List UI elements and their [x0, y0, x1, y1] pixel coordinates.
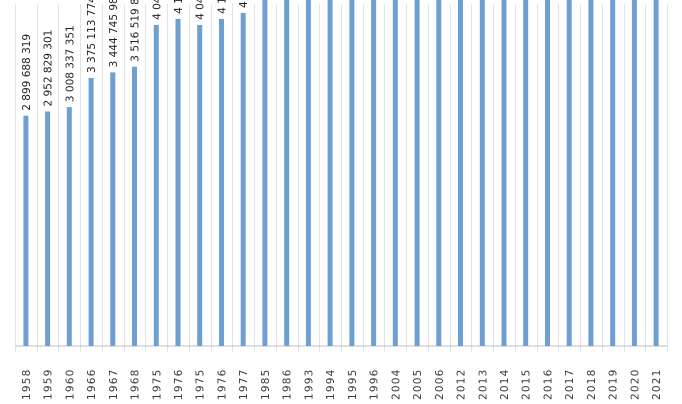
bar-2005 — [414, 0, 420, 346]
bar-1959 — [45, 111, 51, 346]
x-tick-label: 1967 — [108, 368, 120, 400]
x-tick-label: 2013 — [477, 368, 489, 400]
bar-2004 — [392, 0, 398, 346]
data-label: 4 043 288 795 — [195, 0, 207, 20]
bar-1976 — [219, 18, 224, 347]
bar-2017 — [566, 0, 572, 347]
data-label: 3 008 337 351 — [64, 25, 76, 102]
bar-1986 — [284, 0, 290, 346]
x-tick-label: 2020 — [629, 368, 641, 400]
x-tick-label: 2014 — [499, 368, 511, 400]
bar-2014 — [501, 0, 507, 346]
x-tick-label: 2017 — [564, 368, 576, 400]
bars — [23, 0, 659, 347]
bar-1994 — [327, 0, 333, 347]
x-tick-label: 1959 — [43, 368, 55, 400]
bar-1975 — [197, 24, 203, 347]
bar-1977 — [240, 13, 246, 346]
x-tick-label: 2005 — [412, 368, 424, 400]
x-tick-label: 2016 — [543, 368, 555, 400]
grid-lines — [15, 4, 668, 352]
x-tick-label: 1975 — [195, 368, 207, 400]
x-tick-label: 1968 — [130, 368, 142, 400]
x-tick-label: 1977 — [238, 368, 250, 400]
x-tick-label: 1975 — [151, 368, 163, 400]
data-label: 4 118 650 244 — [173, 0, 185, 14]
data-labels: 2 899 688 319 2 952 829 301 3 008 337 351 3… — [21, 0, 250, 111]
x-tick-label: 1966 — [86, 368, 98, 400]
data-label: 4 118 650 244 — [217, 0, 229, 14]
x-tick-label: 1995 — [347, 368, 359, 400]
bar-1995 — [349, 0, 355, 347]
bar-1975 — [153, 24, 159, 347]
x-tick-label: 2012 — [456, 368, 468, 400]
bar-2015 — [523, 0, 529, 347]
bar-1958 — [23, 115, 29, 346]
bar-2020 — [631, 0, 637, 347]
bar-2016 — [545, 0, 550, 346]
bar-1960 — [66, 107, 72, 346]
x-tick-label: 2019 — [608, 368, 620, 400]
x-tick-label: 1986 — [282, 368, 294, 400]
data-label: 3 516 519 814 — [130, 0, 142, 62]
x-tick-label: 1985 — [260, 368, 272, 400]
x-tick-label: 2004 — [390, 368, 402, 400]
bar-2021 — [653, 0, 659, 346]
data-label: 2 899 688 319 — [21, 34, 33, 111]
x-tick-label: 1958 — [21, 368, 33, 400]
bar-1993 — [305, 0, 311, 347]
bar-2012 — [458, 0, 463, 347]
bar-1966 — [88, 78, 94, 346]
x-tick-label: 2018 — [586, 368, 598, 400]
x-tick-label: 1993 — [303, 368, 315, 400]
x-tick-label: 2021 — [651, 368, 663, 400]
data-label: 4 193 794 699 — [238, 0, 250, 8]
bar-2019 — [610, 0, 616, 347]
x-tick-label: 2006 — [434, 368, 446, 400]
data-label: 2 952 829 301 — [43, 30, 55, 107]
x-tick-label: 2015 — [521, 368, 533, 400]
bar-1976 — [175, 18, 181, 347]
x-tick-label: 1994 — [325, 368, 337, 400]
bar-1985 — [262, 0, 268, 346]
x-tick-label: 1960 — [64, 368, 76, 400]
x-tick-label: 1976 — [173, 368, 185, 400]
bar-1996 — [371, 0, 377, 346]
bar-2018 — [588, 0, 594, 347]
data-label: 3 444 745 982 — [108, 0, 120, 67]
x-tick-labels: 1958 1959 1960 1966 1967 1968 1975 1976 1975 1976… — [21, 368, 663, 400]
bar-2006 — [436, 0, 442, 347]
bar-2013 — [479, 0, 485, 347]
bar-1968 — [132, 66, 137, 346]
x-tick-label: 1996 — [369, 368, 381, 400]
data-label: 4 043 288 795 — [151, 0, 163, 20]
bar-1967 — [110, 72, 116, 347]
x-tick-label: 1976 — [217, 368, 229, 400]
data-label: 3 375 113 774 — [86, 0, 98, 73]
